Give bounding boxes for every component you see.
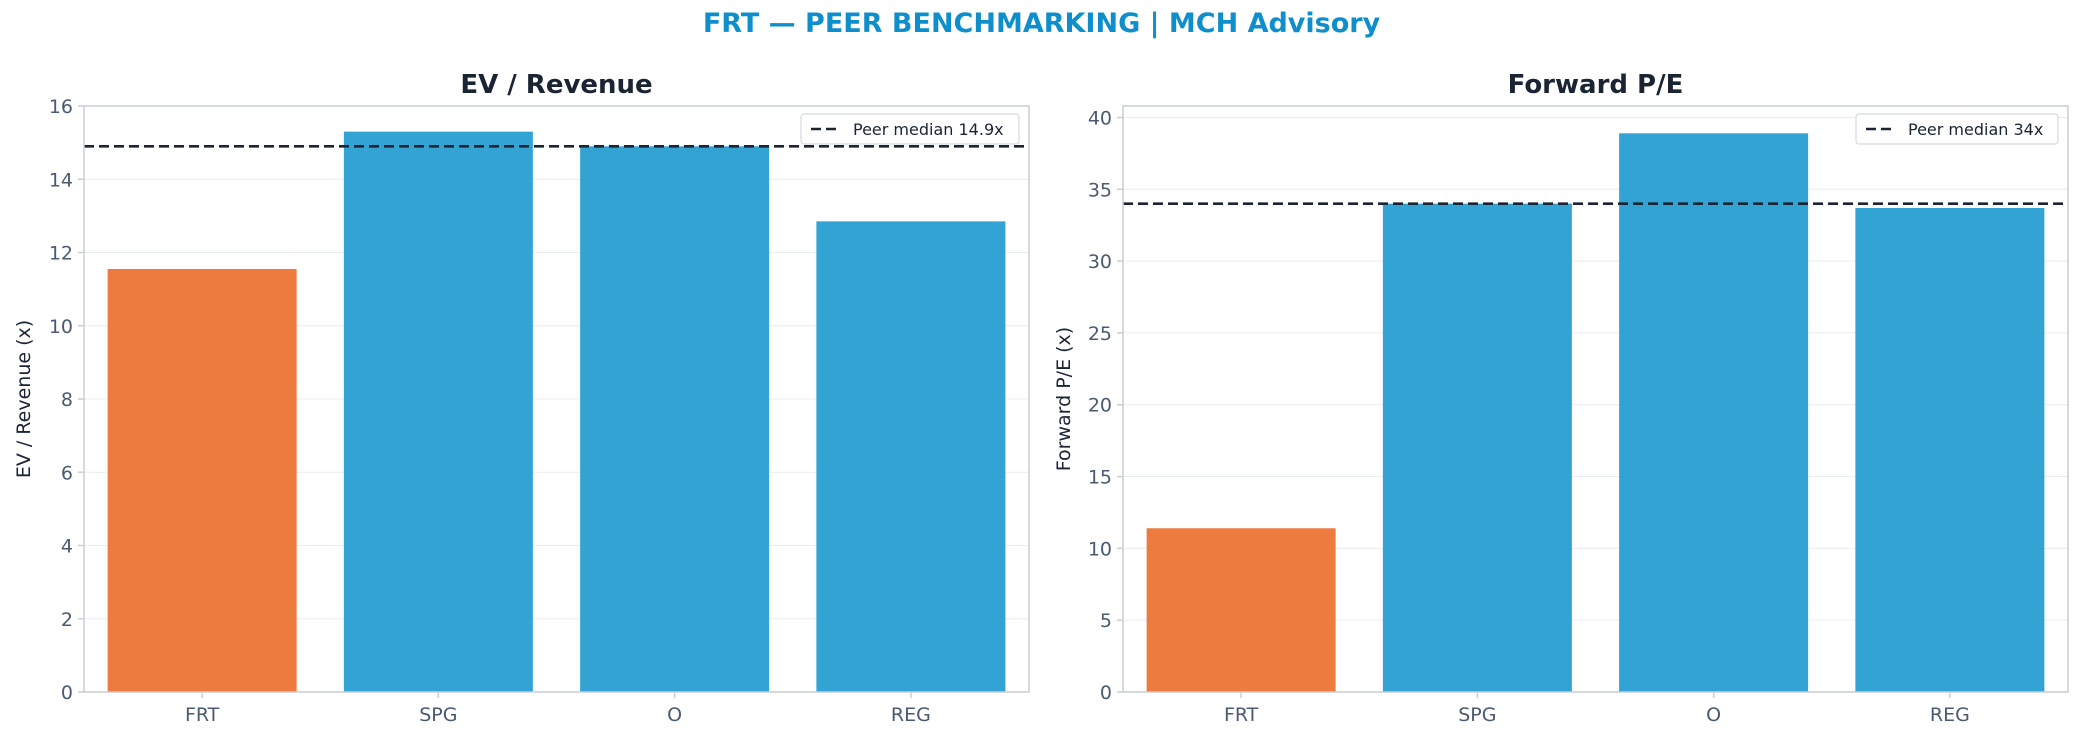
y-tick-label: 20: [1088, 395, 1112, 417]
y-tick-label: 40: [1088, 107, 1112, 129]
y-tick-label: 5: [1100, 610, 1112, 632]
legend-box: [1855, 113, 2059, 145]
y-axis-label: EV / Revenue (x): [13, 320, 35, 478]
y-tick-label: 8: [61, 389, 73, 411]
y-tick-label: 30: [1088, 251, 1112, 273]
bar-reg: [816, 221, 1006, 692]
chart-panel-1: FRT SPG O REG 0 2 4 6 8 10 12 14 16 EV / Revenue (x) E…: [13, 70, 1030, 726]
y-tick-label: 0: [1100, 682, 1112, 704]
y-tick-label: 15: [1088, 467, 1112, 489]
x-tick-label: FRT: [185, 704, 220, 726]
x-tick-label: O: [667, 704, 682, 726]
y-tick-label: 10: [1088, 538, 1112, 560]
y-tick-label: 0: [61, 682, 73, 704]
legend-box: [800, 113, 1020, 145]
y-tick-label: 12: [49, 243, 73, 265]
x-tick-label: SPG: [419, 704, 457, 726]
bar-spg: [1382, 203, 1572, 692]
legend-label: Peer median 34x: [1908, 120, 2043, 139]
figure-title: FRT — PEER BENCHMARKING | MCH Advisory: [702, 8, 1381, 39]
legend-label: Peer median 14.9x: [853, 120, 1004, 139]
chart-panel-2: FRT SPG O REG 0 5 10 15 20 25 30 35 40 Forward P/E (x…: [1053, 70, 2069, 726]
bar-reg: [1855, 207, 2045, 692]
y-tick-label: 2: [61, 609, 73, 631]
plot-frame: [1122, 105, 2069, 693]
y-tick-label: 14: [49, 169, 73, 191]
legend: Peer median 34x: [1855, 113, 2059, 145]
x-tick-label: SPG: [1458, 704, 1496, 726]
y-axis-label: Forward P/E (x): [1053, 327, 1075, 471]
bar-o: [1619, 133, 1809, 693]
panel-title: EV / Revenue: [460, 70, 652, 100]
legend: Peer median 14.9x: [800, 113, 1020, 145]
y-tick-label: 6: [61, 462, 73, 484]
x-tick-label: O: [1706, 704, 1721, 726]
bar-o: [580, 146, 770, 693]
panel-title: Forward P/E: [1508, 70, 1684, 100]
bar-frt: [107, 268, 297, 692]
x-tick-label: REG: [891, 704, 931, 726]
x-tick-label: FRT: [1224, 704, 1259, 726]
y-tick-label: 10: [49, 316, 73, 338]
y-tick-label: 4: [61, 536, 73, 558]
y-tick-label: 16: [49, 96, 73, 118]
y-tick-label: 25: [1088, 323, 1112, 345]
y-tick-label: 35: [1088, 179, 1112, 201]
bar-frt: [1146, 528, 1336, 692]
x-tick-label: REG: [1930, 704, 1970, 726]
bar-spg: [343, 131, 533, 692]
